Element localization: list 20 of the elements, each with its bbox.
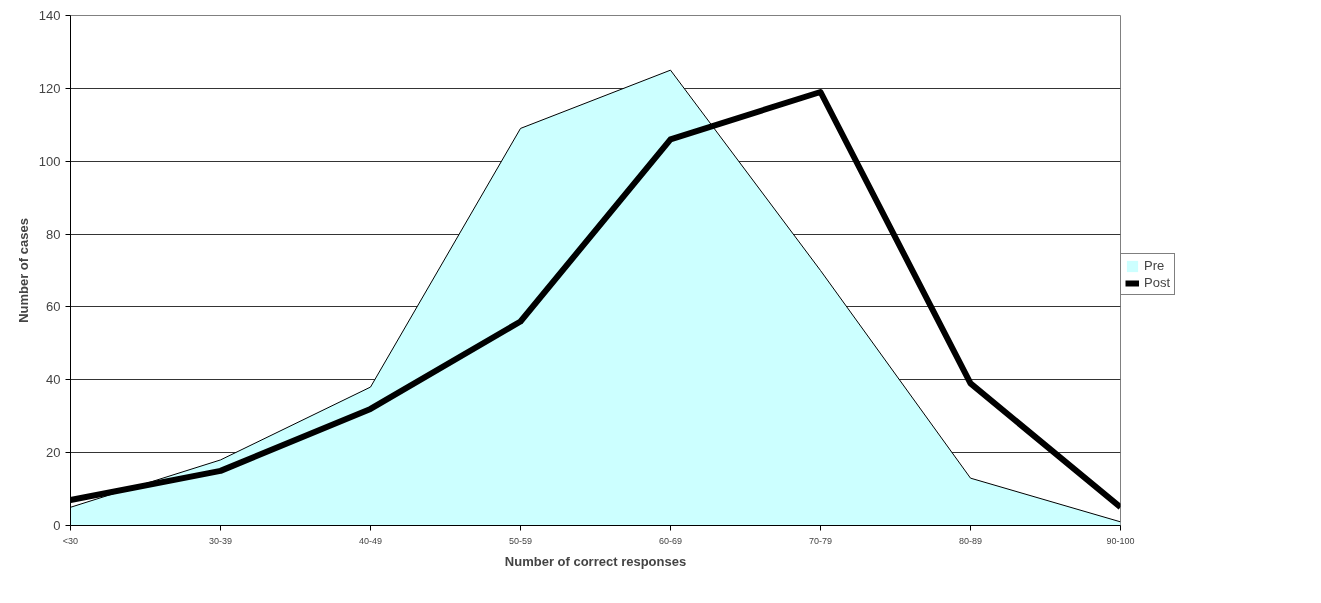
- x-tick-label: 80-89: [958, 535, 983, 546]
- y-tick-label: 100: [38, 153, 61, 169]
- y-tick-label: 60: [46, 299, 61, 315]
- y-tick-label: 140: [38, 8, 61, 23]
- x-axis-title: Number of correct responses: [504, 553, 687, 569]
- y-tick-label: 120: [38, 80, 61, 96]
- x-tick-label: 40-49: [358, 535, 383, 546]
- y-tick-label: 40: [46, 372, 61, 388]
- x-tick-label: 50-59: [508, 535, 533, 546]
- y-axis-title: Number of cases: [15, 218, 31, 323]
- x-tick-label: 60-69: [658, 535, 683, 546]
- y-tick-label: 80: [46, 226, 61, 242]
- x-tick-label: 30-39: [208, 535, 233, 546]
- x-tick-label: 70-79: [808, 535, 833, 546]
- x-tick-label: <30: [62, 535, 79, 546]
- legend-label: Pre: [1144, 258, 1165, 273]
- legend-label: Post: [1144, 275, 1171, 290]
- y-tick-label: 0: [53, 518, 61, 533]
- y-tick-label: 20: [46, 445, 61, 461]
- x-tick-label: 90-100: [1106, 535, 1135, 546]
